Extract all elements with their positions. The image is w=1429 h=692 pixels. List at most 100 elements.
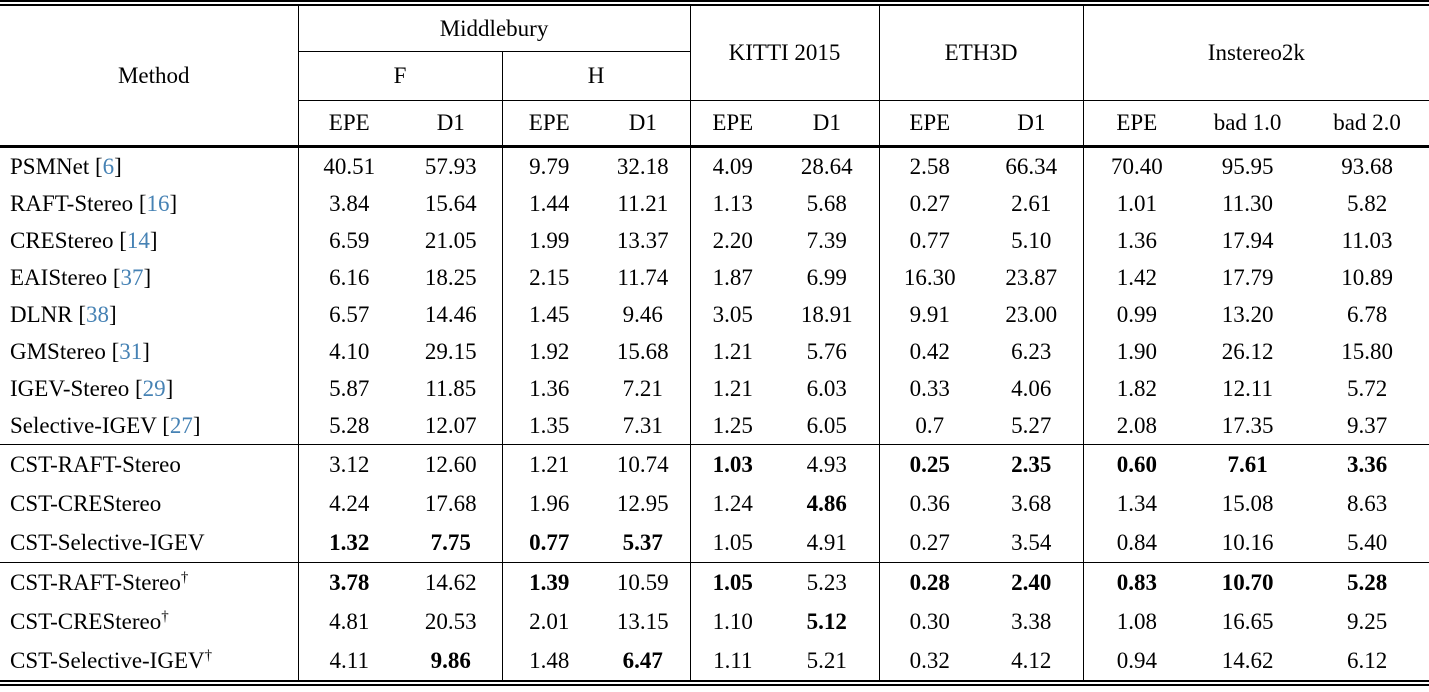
citation-link[interactable]: 14 — [126, 227, 150, 253]
value-cell: 17.79 — [1221, 264, 1274, 290]
col-header-metric: EPE — [1082, 100, 1191, 148]
citation-link[interactable]: 37 — [120, 264, 144, 290]
value-cell: 5.27 — [1011, 412, 1052, 438]
dagger-mark: † — [180, 568, 189, 585]
value-cell: 11.74 — [617, 264, 669, 290]
value-cell: 9.91 — [878, 296, 981, 333]
method-cell: Selective-IGEV [27] — [10, 412, 201, 438]
table-row: CST-CREStereo 4.24 17.68 1.96 12.95 1.24 4.86 0… — [0, 484, 1429, 523]
value-cell: 12.95 — [616, 490, 669, 516]
value-cell: 9.79 — [501, 146, 596, 185]
value-cell: 1.01 — [1082, 185, 1191, 222]
value-cell: 11.85 — [425, 375, 477, 401]
value-cell: 40.51 — [297, 146, 400, 185]
value-cell: 16.65 — [1221, 608, 1274, 634]
value-cell: 4.11 — [297, 641, 400, 680]
value-cell: 1.99 — [501, 222, 596, 259]
method-cell: CST-RAFT-Stereo† — [0, 563, 298, 603]
value-cell: 5.10 — [1011, 227, 1052, 253]
results-table: Method Middlebury KITTI 2015 ETH3D Inste… — [0, 6, 1429, 680]
method-cell: DLNR [38] — [10, 301, 117, 327]
method-cell: PSMNet [6] — [10, 153, 122, 179]
value-cell: 6.78 — [1346, 301, 1388, 327]
value-cell: 1.21 — [689, 333, 776, 370]
value-cell: 16.30 — [878, 259, 981, 296]
value-cell: 5.82 — [1346, 190, 1388, 216]
value-cell: 5.23 — [806, 569, 847, 595]
value-cell: 57.93 — [424, 153, 477, 179]
method-cell: CST-CREStereo — [0, 484, 298, 523]
value-cell: 1.11 — [689, 641, 776, 680]
value-cell: 95.95 — [1221, 153, 1274, 179]
value-cell: 3.36 — [1346, 451, 1388, 477]
value-cell: 5.40 — [1346, 529, 1388, 555]
method-name: EAIStereo — [10, 264, 108, 290]
value-cell: 1.21 — [501, 444, 596, 484]
value-cell: 3.12 — [297, 444, 400, 484]
value-cell: 0.27 — [878, 185, 981, 222]
value-cell: 9.25 — [1346, 608, 1388, 634]
col-header-metric: D1 — [596, 100, 691, 148]
value-cell: 5.76 — [806, 338, 847, 364]
value-cell: 1.48 — [501, 641, 596, 680]
col-subgroup-h: H — [501, 51, 691, 101]
citation-link[interactable]: 31 — [119, 338, 143, 364]
value-cell: 2.58 — [878, 146, 981, 185]
value-cell: 6.03 — [806, 375, 847, 401]
citation-link[interactable]: 38 — [86, 301, 110, 327]
table-row: IGEV-Stereo [29] 5.87 11.85 1.36 7.21 1.21 6.0… — [0, 370, 1429, 407]
value-cell: 14.62 — [424, 569, 477, 595]
value-cell: 11.03 — [1341, 227, 1393, 253]
value-cell: 7.31 — [622, 412, 663, 438]
value-cell: 1.82 — [1082, 370, 1191, 407]
citation-link[interactable]: 6 — [102, 153, 115, 179]
method-name: DLNR — [10, 301, 73, 327]
value-cell: 8.63 — [1346, 490, 1388, 516]
method-cell: CST-RAFT-Stereo — [0, 445, 298, 485]
col-header-metric: D1 — [400, 100, 502, 148]
table-row: CST-Selective-IGEV 1.32 7.75 0.77 5.37 1.05 4.… — [0, 523, 1429, 563]
value-cell: 20.53 — [424, 608, 477, 634]
method-cell: GMStereo [31] — [10, 338, 150, 364]
value-cell: 0.42 — [878, 333, 981, 370]
value-cell: 6.99 — [806, 264, 847, 290]
method-cell: CST-CREStereo† — [0, 602, 298, 641]
citation-link[interactable]: 27 — [169, 412, 193, 438]
method-cell: CST-Selective-IGEV† — [0, 641, 298, 680]
value-cell: 2.01 — [501, 602, 596, 641]
value-cell: 6.23 — [1011, 338, 1052, 364]
table-row: GMStereo [31] 4.10 29.15 1.92 15.68 1.21 5.76 0… — [0, 333, 1429, 370]
value-cell: 12.60 — [424, 451, 477, 477]
value-cell: 17.68 — [424, 490, 477, 516]
table-row: CREStereo [14] 6.59 21.05 1.99 13.37 2.20 7.39… — [0, 222, 1429, 259]
value-cell: 1.45 — [501, 296, 596, 333]
value-cell: 0.36 — [878, 484, 981, 523]
value-cell: 4.93 — [806, 451, 847, 477]
citation-link[interactable]: 16 — [146, 190, 170, 216]
method-cell: CREStereo [14] — [10, 227, 158, 253]
value-cell: 70.40 — [1082, 146, 1191, 185]
method-name: CREStereo — [10, 227, 114, 253]
citation-link[interactable]: 29 — [142, 375, 166, 401]
value-cell: 2.20 — [689, 222, 776, 259]
value-cell: 3.38 — [1011, 608, 1052, 634]
value-cell: 32.18 — [616, 153, 669, 179]
table-row: Selective-IGEV [27] 5.28 12.07 1.35 7.31 1.25… — [0, 407, 1429, 445]
method-name: PSMNet — [10, 153, 90, 179]
value-cell: 9.46 — [622, 301, 663, 327]
value-cell: 4.24 — [297, 484, 400, 523]
dagger-mark: † — [161, 607, 169, 624]
value-cell: 15.08 — [1221, 490, 1274, 516]
value-cell: 0.7 — [878, 407, 981, 445]
col-subgroup-f: F — [297, 51, 502, 101]
value-cell: 0.30 — [878, 602, 981, 641]
value-cell: 3.68 — [1011, 490, 1052, 516]
value-cell: 1.08 — [1082, 602, 1191, 641]
value-cell: 1.32 — [297, 523, 400, 563]
table-row: CST-RAFT-Stereo† 3.78 14.62 1.39 10.59 1.05 5.… — [0, 562, 1429, 603]
value-cell: 93.68 — [1341, 153, 1393, 179]
value-cell: 1.44 — [501, 185, 596, 222]
value-cell: 2.15 — [501, 259, 596, 296]
method-name: RAFT-Stereo — [10, 190, 134, 216]
table-header: Method Middlebury KITTI 2015 ETH3D Inste… — [0, 6, 1429, 148]
